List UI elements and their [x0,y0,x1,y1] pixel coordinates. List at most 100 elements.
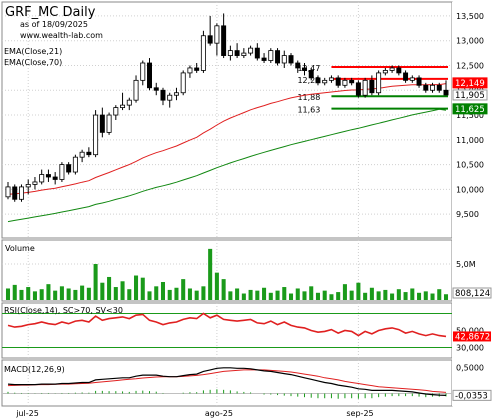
price-tag-text: 12,149 [455,79,485,89]
volume-bar [315,292,320,300]
date-tick-label: jul-25 [15,409,39,418]
volume-bar [208,248,213,300]
candle-body [221,25,227,56]
candle-body [167,94,173,101]
price-tick-label: 11,500 [456,111,484,120]
axis-labels: 9,50010,00010,50011,00011,50012,00012,50… [15,12,492,418]
volume-bar [302,291,307,300]
candle-body [66,164,72,173]
volume-bar [134,275,139,300]
volume-bars [5,248,449,300]
candle-body [416,77,422,86]
candle-body [268,50,274,61]
price-tick-label: 9,500 [456,210,479,219]
candle-body [140,62,146,81]
volume-bar [154,286,159,300]
volume-label: Volume [5,244,35,253]
price-tag-box [452,89,488,101]
volume-bar [12,284,17,300]
candle-body [315,77,321,84]
candle-body [302,67,307,71]
candle-body [342,79,348,86]
volume-bar [120,281,125,300]
candle-body [227,50,233,56]
macd-label: MACD(12,26,9) [4,365,65,374]
candle-body [12,186,18,200]
volume-bar [201,286,206,300]
date-tick-label: sep-25 [346,409,373,418]
volume-bar [410,288,415,300]
volume-bar [194,290,199,300]
candle-body [396,67,402,74]
volume-bar [73,289,78,300]
candle-body [133,79,139,101]
volume-bar [214,272,219,300]
candle-body [32,181,38,185]
volume-bar [46,284,51,300]
price-tag-box [452,103,488,115]
candlestick-series [5,13,449,202]
price-tick-label: 10,000 [456,185,484,194]
volume-bar [181,279,186,300]
candle-body [308,70,314,79]
candle-body [126,99,132,106]
volume-bar [443,294,449,300]
price-tick-label: 12,500 [456,61,484,70]
volume-tick-label: 5,0M [456,260,476,269]
volume-bar [100,282,105,300]
rsi-tick-label: 30,000 [456,344,484,353]
candle-body [234,50,240,56]
candle-body [409,77,415,81]
volume-bar [342,284,347,300]
rsi-last-box [453,331,491,342]
candle-body [241,52,247,56]
candle-body [281,55,287,64]
volume-bar [39,289,44,300]
macd-last-box [452,389,492,401]
candle-body [436,84,442,91]
volume-bar [423,291,428,300]
candle-body [214,25,220,44]
candle-body [288,55,294,64]
volume-bar [174,287,179,300]
volume-bar [349,290,354,300]
volume-bar [417,292,422,300]
volume-bar [147,291,152,300]
candle-body [443,89,449,96]
candle-body [39,174,45,183]
candle-body [194,67,200,71]
volume-bar [322,290,327,300]
candle-body [120,104,126,109]
volume-bar [255,290,260,300]
candle-body [160,89,166,101]
candle-body [430,84,436,91]
as-of-date: as of 18/09/2025 [20,20,88,29]
candle-body [45,174,51,178]
volume-bar [140,277,145,300]
price-tag-box [452,77,488,89]
volume-bar [390,293,395,300]
candle-body [295,62,301,69]
volume-bar [369,287,374,300]
candle-body [106,114,112,133]
candle-body [322,79,328,84]
volume-bar [32,291,37,300]
level-label: 11,63 [297,106,320,115]
volume-bar [396,289,401,300]
macd-last-text: -0,0353 [455,391,488,401]
candle-body [99,114,105,133]
price-tag-text: 11,905 [455,91,485,101]
volume-bar [437,289,442,300]
volume-bar [113,287,118,300]
candle-body [79,151,85,158]
price-tag-text: 11,625 [455,105,485,115]
candle-body [52,176,58,180]
volume-bar [309,286,314,300]
ema70-line [7,108,447,223]
volume-bar [107,276,112,300]
volume-bar [53,290,58,300]
volume-bar [383,289,388,300]
price-tick-label: 11,000 [456,136,484,145]
level-label: 12,23 [297,76,320,85]
